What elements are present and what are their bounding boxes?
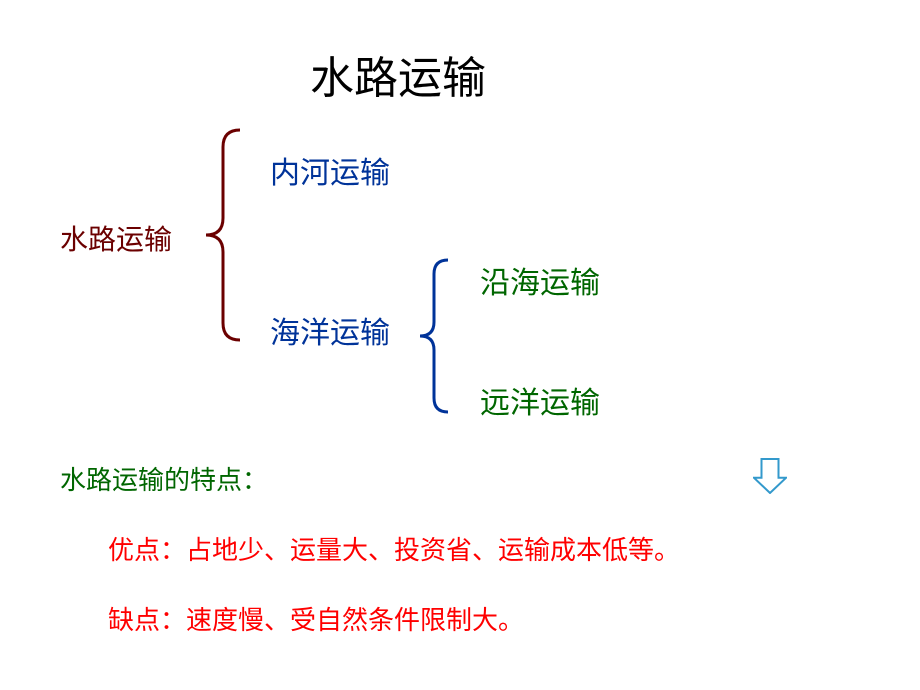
- page-title: 水路运输: [310, 42, 486, 106]
- branch-ocean: 海洋运输: [270, 308, 390, 352]
- bracket-main: [204, 128, 246, 346]
- sub-deepsea: 远洋运输: [480, 378, 600, 422]
- branch-inland: 内河运输: [270, 148, 390, 192]
- down-arrow-icon: [753, 458, 787, 494]
- features-heading: 水路运输的特点：: [60, 460, 268, 497]
- cons-text: 缺点：速度慢、受自然条件限制大。: [108, 600, 524, 637]
- bracket-ocean: [418, 258, 454, 418]
- sub-coastal: 沿海运输: [480, 258, 600, 302]
- pros-text: 优点：占地少、运量大、投资省、运输成本低等。: [108, 530, 680, 567]
- root-label: 水路运输: [60, 218, 172, 258]
